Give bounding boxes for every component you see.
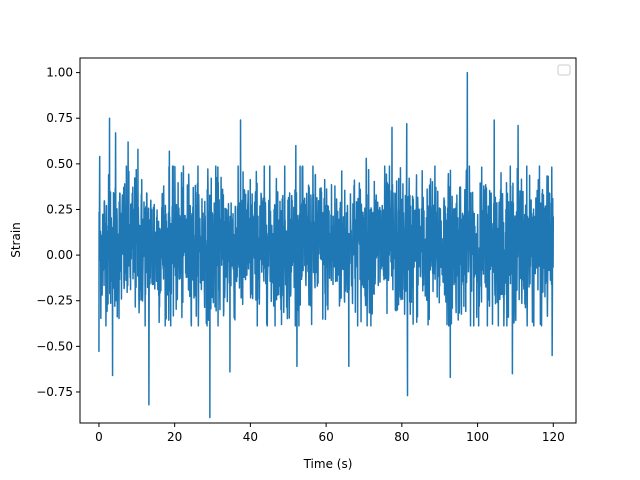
x-tick-label: 100 <box>466 430 489 444</box>
series-layer <box>98 71 555 419</box>
y-tick-label: 0.75 <box>46 111 73 125</box>
x-tick-label: 20 <box>167 430 182 444</box>
x-axis: 0 20 40 60 80 100 120 <box>95 423 565 444</box>
x-tick-label: 40 <box>243 430 258 444</box>
y-axis-label: Strain <box>9 222 23 258</box>
x-axis-label: Time (s) <box>303 457 353 471</box>
y-tick-label: 0.50 <box>46 157 73 171</box>
plot-frame <box>79 57 577 424</box>
y-tick-label: 0.00 <box>46 248 73 262</box>
y-tick-label: −0.75 <box>36 385 73 399</box>
y-tick-label: 1.00 <box>46 66 73 80</box>
strain-series-line <box>98 71 555 419</box>
y-tick-label: −0.25 <box>36 294 73 308</box>
x-tick-label: 80 <box>394 430 409 444</box>
legend-box <box>557 64 571 76</box>
y-tick-label: 0.25 <box>46 202 73 216</box>
x-tick-label: 0 <box>95 430 103 444</box>
y-tick-label: −0.50 <box>36 339 73 353</box>
y-axis: −0.75 −0.50 −0.25 0.00 0.25 0.50 0.75 1.00 <box>36 66 80 399</box>
x-tick-label: 60 <box>318 430 333 444</box>
x-tick-label: 120 <box>542 430 565 444</box>
